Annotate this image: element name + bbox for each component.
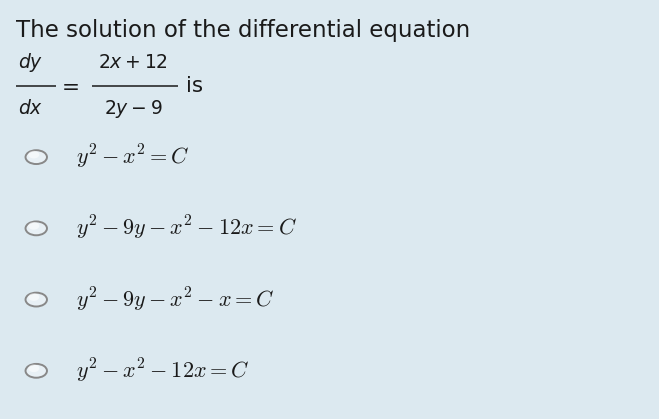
Text: is: is xyxy=(186,76,204,96)
Ellipse shape xyxy=(26,292,47,307)
Text: $dy$: $dy$ xyxy=(18,52,43,74)
Text: $dx$: $dx$ xyxy=(18,99,43,119)
Ellipse shape xyxy=(26,221,47,235)
Ellipse shape xyxy=(28,293,40,301)
Ellipse shape xyxy=(26,150,47,164)
Text: $y^2 - 9y - x^2 - 12x = C$: $y^2 - 9y - x^2 - 12x = C$ xyxy=(76,215,297,242)
Text: $y^2 - 9y - x^2 - x = C$: $y^2 - 9y - x^2 - x = C$ xyxy=(76,286,274,313)
Ellipse shape xyxy=(28,222,40,230)
Ellipse shape xyxy=(26,364,47,378)
Text: $2y-9$: $2y-9$ xyxy=(104,98,163,120)
Text: $2x+12$: $2x+12$ xyxy=(98,53,167,72)
Text: $y^2 - x^2 = C$: $y^2 - x^2 = C$ xyxy=(76,143,190,171)
Text: $=$: $=$ xyxy=(57,76,79,96)
Text: The solution of the differential equation: The solution of the differential equatio… xyxy=(16,19,471,42)
Ellipse shape xyxy=(28,151,40,158)
Ellipse shape xyxy=(28,365,40,372)
Text: $y^2 - x^2 - 12x = C$: $y^2 - x^2 - 12x = C$ xyxy=(76,357,250,385)
